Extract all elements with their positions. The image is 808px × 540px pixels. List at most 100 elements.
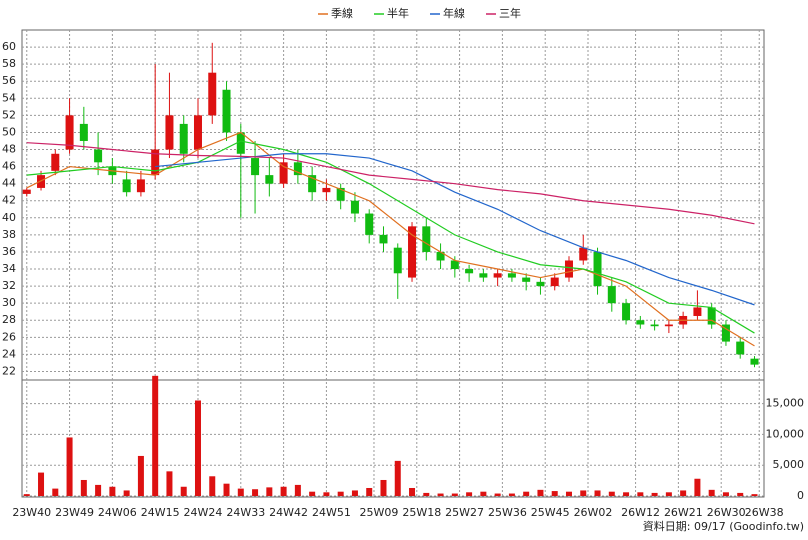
volume-bar bbox=[66, 437, 73, 496]
x-tick-label: 24W24 bbox=[184, 506, 223, 519]
y-tick-label: 54 bbox=[2, 91, 16, 104]
candle-body bbox=[707, 307, 716, 325]
legend-label: 三年 bbox=[499, 6, 521, 20]
candle-body bbox=[350, 200, 359, 214]
volume-bar bbox=[580, 490, 587, 496]
candle-body bbox=[322, 187, 331, 193]
volume-bar bbox=[152, 375, 159, 496]
volume-bar bbox=[565, 491, 572, 496]
volume-bar bbox=[194, 400, 201, 496]
candle-body bbox=[151, 149, 160, 176]
volume-bar bbox=[409, 487, 416, 496]
y-tick-label: 42 bbox=[2, 194, 16, 207]
volume-bar bbox=[523, 491, 530, 496]
y-tick-label: 32 bbox=[2, 279, 16, 292]
candle-body bbox=[750, 358, 759, 365]
legend-label: 半年 bbox=[387, 6, 409, 20]
y-tick-label: 34 bbox=[2, 262, 16, 275]
volume-bar bbox=[494, 493, 501, 496]
plot-frame bbox=[21, 29, 765, 498]
footer: 資料日期: 09/17 (Goodinfo.tw) bbox=[643, 519, 804, 533]
volume-bar bbox=[209, 476, 216, 496]
y-tick-label: 28 bbox=[2, 313, 16, 326]
candle-body bbox=[265, 175, 274, 184]
candle-body bbox=[79, 123, 88, 141]
volume-bar bbox=[637, 492, 644, 496]
y2-tick-label: 15,000 bbox=[766, 397, 805, 410]
x-tick-label: 25W36 bbox=[488, 506, 527, 519]
candle-body bbox=[65, 115, 74, 150]
volume-bar bbox=[337, 491, 344, 496]
volume-bar bbox=[23, 494, 30, 496]
candle-body bbox=[436, 251, 445, 261]
candle-body bbox=[522, 277, 531, 282]
y-tick-label: 46 bbox=[2, 160, 16, 173]
x-tick-label: 24W33 bbox=[226, 506, 265, 519]
x-tick-label: 25W09 bbox=[360, 506, 399, 519]
x-tick-label: 25W18 bbox=[402, 506, 441, 519]
candle-body bbox=[222, 89, 231, 133]
volume-bar bbox=[137, 455, 144, 496]
y-tick-label: 56 bbox=[2, 74, 16, 87]
candle-body bbox=[336, 187, 345, 201]
x-tick-label: 24W06 bbox=[98, 506, 137, 519]
candle-body bbox=[22, 189, 31, 194]
volume-bar bbox=[737, 492, 744, 496]
candle-body bbox=[165, 115, 174, 150]
volume-bar bbox=[451, 493, 458, 496]
x-tick-label: 25W45 bbox=[531, 506, 570, 519]
volume-bar bbox=[380, 479, 387, 496]
candle-body bbox=[422, 226, 431, 252]
volume-bar bbox=[309, 491, 316, 496]
x-tick-label: 25W27 bbox=[445, 506, 484, 519]
candle-body bbox=[393, 247, 402, 274]
candle-body bbox=[136, 179, 145, 193]
candle-body bbox=[465, 269, 474, 274]
candle-body bbox=[550, 277, 559, 287]
x-tick-label: 26W21 bbox=[664, 506, 703, 519]
volume-bar bbox=[594, 490, 601, 496]
y-tick-label: 30 bbox=[2, 296, 16, 309]
volume-bar bbox=[180, 486, 187, 496]
candle-body bbox=[51, 153, 60, 171]
legend-label: 年線 bbox=[443, 6, 465, 20]
volume-bar bbox=[537, 489, 544, 496]
volume-bar bbox=[38, 472, 45, 496]
y2-tick-label: 0 bbox=[797, 489, 804, 502]
y-tick-label: 58 bbox=[2, 57, 16, 70]
volume-bar bbox=[423, 492, 430, 496]
candle-body bbox=[450, 260, 459, 270]
volume-bar bbox=[623, 492, 630, 496]
candle-body bbox=[736, 341, 745, 355]
volume-bar bbox=[52, 488, 59, 496]
y-tick-label: 60 bbox=[2, 40, 16, 53]
volume-bar bbox=[680, 490, 687, 496]
y2-tick-label: 10,000 bbox=[766, 427, 805, 440]
volume-bar bbox=[366, 487, 373, 496]
volume-bar bbox=[123, 490, 130, 496]
volume-bar bbox=[437, 493, 444, 496]
candle-body bbox=[408, 226, 417, 278]
candle-body bbox=[479, 273, 488, 278]
candle-body bbox=[721, 324, 730, 342]
volume-bar bbox=[80, 479, 87, 496]
volume-bar bbox=[266, 487, 273, 496]
x-tick-label: 24W15 bbox=[141, 506, 180, 519]
candle-body bbox=[536, 281, 545, 287]
y-tick-label: 44 bbox=[2, 177, 16, 190]
candle-body bbox=[593, 251, 602, 287]
volume-bar bbox=[722, 492, 729, 496]
ma-line bbox=[26, 131, 755, 347]
candle-body bbox=[564, 260, 573, 278]
volume-bar bbox=[280, 486, 287, 496]
candle-body bbox=[650, 324, 659, 327]
y-tick-label: 40 bbox=[2, 211, 16, 224]
x-tick-label: 26W38 bbox=[745, 506, 784, 519]
ma-line bbox=[26, 140, 755, 334]
legend-label: 季線 bbox=[331, 6, 353, 20]
candle-body bbox=[365, 213, 374, 235]
y-tick-label: 36 bbox=[2, 245, 16, 258]
candle-body bbox=[507, 273, 516, 278]
candle-body bbox=[379, 234, 388, 244]
